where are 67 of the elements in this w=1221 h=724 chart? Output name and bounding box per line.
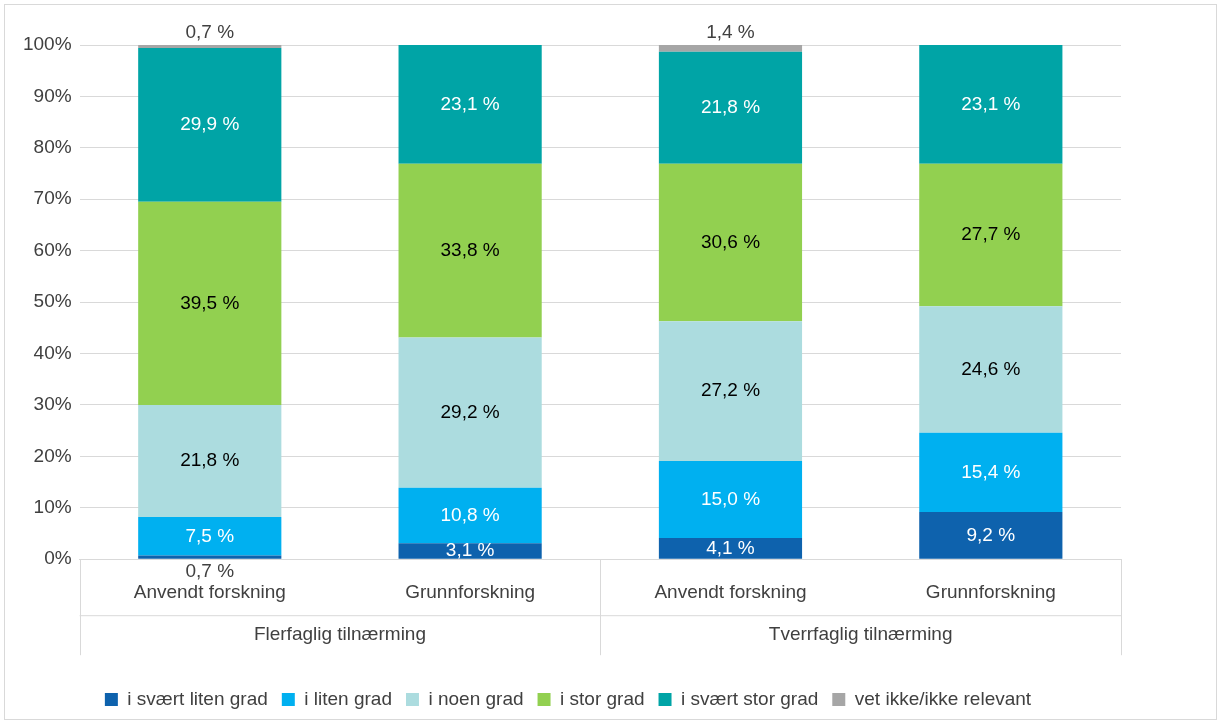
bar [398, 487, 542, 544]
legend-label: vet ikke/ikke relevant [854, 687, 1032, 709]
y-tick-label: 90% [33, 84, 72, 106]
y-tick-label: 20% [33, 444, 72, 466]
y-tick-label: 80% [33, 136, 72, 158]
bar [919, 511, 1063, 559]
bar [398, 543, 542, 559]
data-label: 27,7 % [961, 223, 1021, 245]
bar [658, 460, 803, 539]
bar [138, 48, 282, 202]
y-tick-label: 10% [33, 496, 72, 518]
x-tick-label: Grunnforskning [405, 580, 536, 602]
data-label: 10,8 % [440, 503, 500, 525]
data-label: 30,6 % [700, 230, 761, 252]
legend-label: i stor grad [560, 687, 645, 709]
data-label: 21,8 % [700, 95, 761, 117]
legend-label: i noen grad [428, 687, 524, 709]
bar [398, 163, 542, 338]
data-label: 23,1 % [961, 92, 1021, 114]
y-tick-label: 70% [33, 187, 72, 209]
y-tick-label: 40% [33, 341, 72, 363]
data-label: 23,1 % [440, 92, 500, 114]
y-tick-label: 30% [33, 393, 72, 415]
data-label: 7,5 % [185, 524, 235, 546]
y-tick-label: 0% [44, 547, 72, 569]
text: Flerfaglig tilnærming [253, 623, 427, 645]
legend-label: i svært stor grad [681, 687, 819, 709]
data-label: 4,1 % [706, 536, 755, 558]
data-label: 15,4 % [961, 460, 1021, 482]
bar [398, 337, 542, 488]
data-label: 0,7 % [185, 559, 235, 581]
bar [138, 555, 282, 559]
data-label: 0,7 % [185, 20, 235, 42]
legend-label: i svært liten grad [127, 687, 268, 709]
x-tick-label: Anvendt forskning [654, 580, 807, 602]
bar [658, 321, 803, 461]
x-tick-label: Grunnforskning [925, 580, 1056, 602]
bar [658, 163, 803, 322]
bar [138, 404, 282, 518]
data-label: 3,1 % [445, 539, 495, 561]
data-label: 27,2 % [700, 379, 761, 401]
text: Tverrfaglig tilnærming [768, 623, 953, 645]
data-label: 39,5 % [180, 291, 240, 313]
bar [138, 201, 282, 405]
y-tick-label: 100% [22, 33, 72, 55]
data-label: 29,2 % [440, 400, 500, 422]
bar [919, 306, 1063, 433]
data-label: 1,4 % [706, 20, 755, 42]
data-label: 15,0 % [700, 487, 761, 509]
data-label: 21,8 % [180, 449, 240, 471]
bar [919, 163, 1063, 307]
bar [658, 51, 803, 164]
data-label: 33,8 % [440, 238, 500, 260]
data-label: 24,6 % [961, 357, 1021, 379]
data-label: 29,9 % [180, 113, 240, 135]
bar [919, 432, 1063, 512]
bar [919, 45, 1063, 164]
bar [398, 45, 542, 164]
x-tick-label: Anvendt forskning [133, 580, 286, 602]
legend-label: i liten grad [304, 687, 392, 709]
y-tick-label: 50% [33, 290, 72, 312]
bar [658, 45, 803, 52]
data-label: 9,2 % [966, 523, 1016, 545]
bar [138, 45, 282, 49]
bar [658, 538, 803, 559]
y-tick-label: 60% [33, 238, 72, 260]
bar [138, 517, 282, 556]
